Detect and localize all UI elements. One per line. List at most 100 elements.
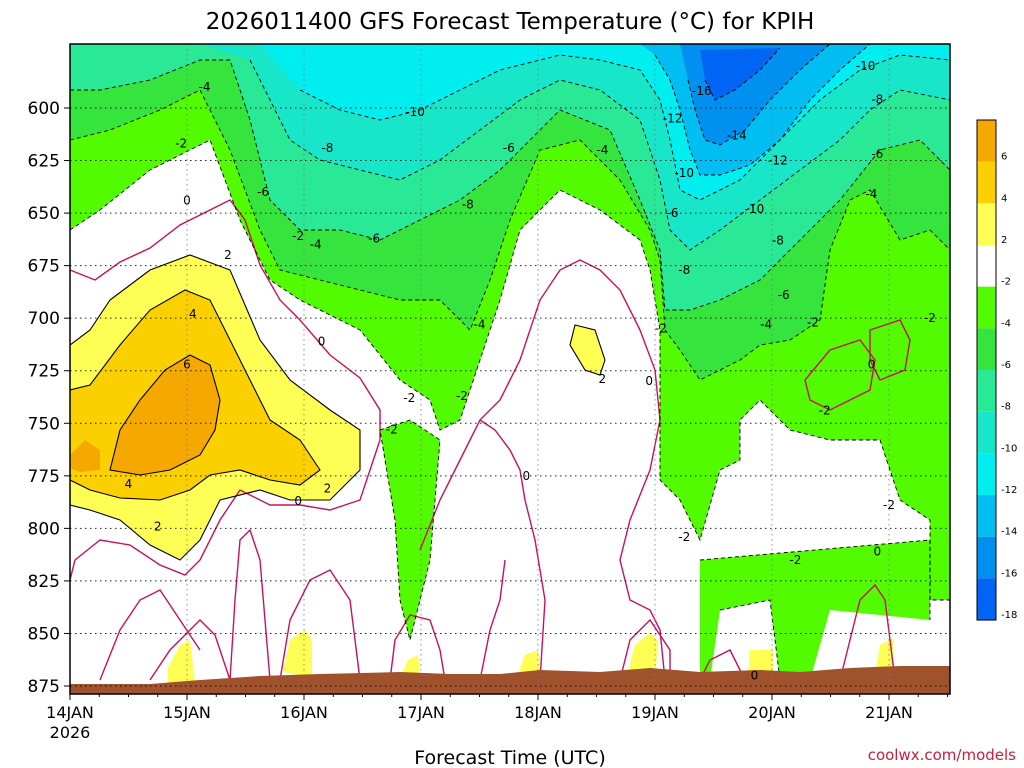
contour-label-33: -6 [667, 206, 679, 220]
zero-isotherm-2 [99, 589, 201, 681]
region-below-minus16 [700, 48, 780, 100]
contour-label-6: 4 [125, 477, 133, 491]
region-above-2-sfc-15jan [168, 640, 195, 684]
colorbar-segment-0 [977, 120, 996, 162]
contour-label-36: -6 [778, 288, 790, 302]
contour-label-46: -2 [819, 404, 831, 418]
contour-label-24: 2 [599, 372, 607, 386]
zero-isotherm-1 [70, 559, 76, 581]
contour-label-21: -2 [386, 423, 398, 437]
contour-label-48: -2 [789, 553, 801, 567]
x-tick-label-4: 18JAN [514, 703, 562, 722]
contour-label-7: 2 [154, 519, 162, 533]
zero-isotherm-13 [804, 339, 876, 411]
y-tick-label-625: 625 [28, 152, 60, 172]
contour-label-29: -14 [727, 128, 747, 142]
contour-label-45: 0 [868, 357, 876, 371]
contour-label-3: 2 [224, 248, 232, 262]
zero-isotherm-4 [229, 528, 271, 681]
y-tick-label-775: 775 [28, 467, 60, 487]
contour-label-17: -6 [368, 231, 380, 245]
y-axis: 600 625 650 675 700 725 750 775 800 825 850 875 [28, 99, 70, 697]
x-tick-label-2: 16JAN [280, 703, 328, 722]
cold-contour-5 [654, 44, 871, 176]
zero-isotherm-6 [389, 614, 446, 681]
plot-frame [69, 43, 951, 695]
contour-label-5: 6 [183, 357, 191, 371]
colorbar-label-11: -18 [1001, 610, 1017, 621]
gridlines [69, 44, 950, 694]
zero-isotherm-10 [619, 618, 671, 681]
region-above-2-sfc-20jan [748, 650, 773, 675]
contour-label-2: 0 [183, 193, 191, 207]
colorbar-label-10: -16 [1001, 568, 1017, 579]
cold-contour-3 [249, 59, 950, 251]
y-tick-label-800: 800 [28, 519, 60, 539]
region-above-6 [110, 355, 220, 475]
contour-label-0: -4 [199, 80, 211, 94]
contour-label-26: 0 [522, 469, 530, 483]
colorbar-segment-9 [977, 495, 996, 537]
contour-label-13: 2 [324, 481, 332, 495]
warm-contour-2 [109, 354, 221, 476]
contour-label-39: -2 [807, 315, 819, 329]
colorbar-segment-5 [977, 328, 996, 371]
cold-contour-1 [70, 89, 950, 381]
region-above-2-sfc-18jan [518, 650, 540, 675]
y-tick-label-825: 825 [28, 572, 60, 592]
colorbar-label-0: 6 [1001, 152, 1007, 163]
colorbar-segment-4 [977, 286, 996, 329]
colorbar-label-4: -4 [1001, 318, 1011, 329]
x-axis: 14JAN 15JAN 16JAN 17JAN 18JAN 19JAN 20JAN 21JAN [46, 694, 948, 722]
contour-label-31: -10 [674, 166, 694, 180]
y-tick-label-600: 600 [28, 99, 60, 119]
colorbar-label-1: 4 [1001, 193, 1007, 204]
contour-label-28: -12 [663, 112, 683, 126]
zero-isotherm-3 [149, 619, 231, 681]
contour-label-19: -2 [403, 391, 415, 405]
colorbar-segment-8 [977, 453, 996, 496]
zero-isotherm-14 [869, 319, 911, 381]
contour-label-23: -4 [596, 143, 608, 157]
y-tick-label-675: 675 [28, 257, 60, 277]
x-tick-label-7: 21JAN [865, 703, 913, 722]
contour-label-27: -16 [692, 84, 712, 98]
colorbar-label-5: -6 [1001, 360, 1011, 371]
cold-contour-2 [70, 59, 950, 311]
cold-contour-10 [719, 599, 781, 681]
contour-label-9: -2 [292, 229, 304, 243]
zero-isotherm-12 [839, 583, 896, 681]
y-tick-label-750: 750 [28, 414, 60, 434]
y-tick-label-875: 875 [28, 677, 60, 697]
contour-label-38: -4 [760, 317, 772, 331]
colorbar-segment-11 [977, 578, 996, 621]
contour-label-41: -8 [871, 93, 883, 107]
colorbar-label-8: -12 [1001, 485, 1017, 496]
chart-title: 2026011400 GFS Forecast Temperature (°C)… [206, 9, 815, 35]
region-minus2-tongue-17jan [380, 420, 440, 640]
warm-contour-1 [70, 289, 321, 501]
y-tick-label-650: 650 [28, 204, 60, 224]
colorbar-segment-10 [977, 536, 996, 579]
region-above-2-18jan [570, 325, 605, 375]
contour-label-40: -10 [856, 59, 876, 73]
x-axis-label: Forecast Time (UTC) [414, 747, 605, 768]
region-minus2-lower-20jan [700, 540, 930, 680]
terrain [70, 666, 950, 694]
colorbar-segment-6 [977, 370, 996, 412]
colorbar-segment-2 [977, 203, 996, 246]
contour-label-12: 0 [294, 494, 302, 508]
x-tick-label-3: 17JAN [397, 703, 445, 722]
zero-isotherm-8 [479, 419, 546, 681]
contour-label-11: 0 [318, 334, 326, 348]
contour-label-1: -2 [175, 137, 187, 151]
colorbar-frame [976, 119, 997, 621]
contour-label-16: -8 [462, 198, 474, 212]
contour-label-22: -6 [503, 141, 515, 155]
plot-area [70, 44, 950, 694]
colorbar-segment-3 [977, 245, 996, 287]
contour-label-42: -6 [871, 147, 883, 161]
contour-label-25: 0 [645, 374, 653, 388]
colorbar-label-2: 2 [1001, 235, 1007, 246]
